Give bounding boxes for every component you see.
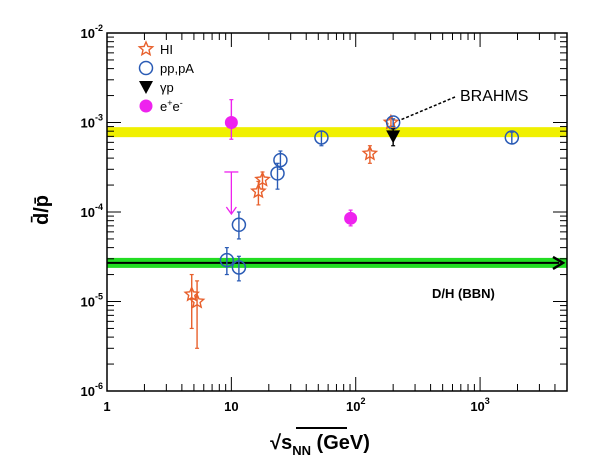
data-point — [270, 166, 285, 181]
x-axis-title: √sNN (GeV) — [270, 427, 370, 458]
data-point — [382, 113, 400, 130]
legend-marker — [138, 60, 154, 76]
legend-label: pp,pA — [160, 61, 194, 76]
x-tick-label: 10 — [224, 399, 238, 414]
data-point — [314, 130, 329, 145]
upper-limit-arrowhead — [225, 206, 237, 216]
x-tick-label: 103 — [470, 396, 489, 414]
legend-label: e+e- — [160, 98, 183, 114]
legend-label: HI — [160, 42, 173, 57]
svg-text:√sNN (GeV): √sNN (GeV) — [270, 432, 370, 458]
y-tick-label: 10-3 — [81, 113, 103, 131]
data-point — [219, 252, 235, 268]
legend-marker — [139, 81, 153, 94]
brahms-pointer — [398, 96, 456, 122]
data-point — [188, 292, 206, 309]
y-axis-title: d̄/p̄ — [31, 195, 53, 225]
brahms-label: BRAHMS — [460, 88, 528, 105]
y-tick-label: 10-2 — [81, 23, 103, 41]
legend-marker — [139, 99, 153, 113]
data-point — [254, 170, 271, 187]
data-point — [386, 130, 401, 144]
data-point — [361, 144, 379, 161]
legend: HI pp,pA γp e+e- — [137, 40, 194, 114]
bbn-arrowhead — [552, 255, 566, 270]
x-axis: 1 10 102 103 — [103, 33, 568, 414]
legend-marker — [137, 40, 155, 57]
data-points — [183, 99, 520, 349]
x-tick-label: 1 — [103, 399, 110, 414]
plot-frame — [106, 32, 568, 392]
data-point — [504, 130, 520, 145]
annotations: BRAHMS D/H (BBN) — [398, 88, 528, 301]
data-point — [344, 211, 358, 225]
data-point — [224, 116, 238, 129]
x-tick-label: 102 — [346, 396, 365, 414]
data-point — [231, 260, 247, 275]
legend-label: γp — [160, 80, 174, 95]
reference-bands — [107, 127, 567, 270]
data-point — [231, 217, 247, 233]
y-axis: 10-6 10-5 10-4 10-3 10-2 — [81, 23, 567, 399]
bbn-label: D/H (BBN) — [432, 286, 495, 301]
y-tick-label: 10-6 — [81, 381, 103, 399]
y-tick-label: 10-4 — [81, 202, 103, 220]
plot-border — [106, 32, 568, 392]
series-filled-circle — [224, 99, 358, 227]
yellow-band — [107, 127, 567, 138]
y-tick-label: 10-5 — [81, 292, 103, 310]
series-star — [183, 113, 400, 349]
series-down-triangle — [386, 128, 401, 147]
series-open-circle — [219, 115, 520, 282]
data-point — [273, 152, 288, 168]
